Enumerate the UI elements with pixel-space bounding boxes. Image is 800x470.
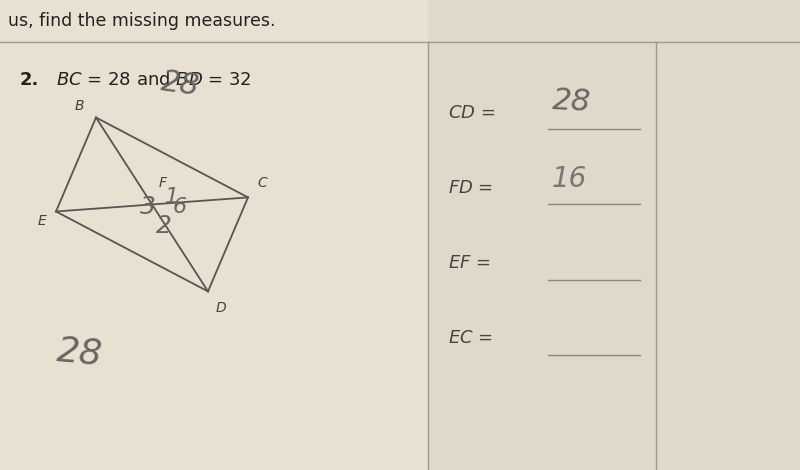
Text: $\mathit{EF}$ =: $\mathit{EF}$ =	[448, 254, 490, 272]
Polygon shape	[0, 0, 428, 470]
Text: 1: 1	[165, 188, 179, 207]
Text: $\mathit{EC}$ =: $\mathit{EC}$ =	[448, 329, 493, 347]
Text: 28: 28	[158, 68, 202, 102]
Text: C: C	[258, 176, 267, 190]
Text: D: D	[216, 301, 226, 315]
Text: 2: 2	[156, 213, 172, 238]
Text: 3: 3	[140, 195, 156, 219]
Text: 6: 6	[173, 197, 187, 217]
Text: $\mathit{BC}$ = 28 and $\mathit{BD}$ = 32: $\mathit{BC}$ = 28 and $\mathit{BD}$ = 3…	[56, 71, 251, 89]
Text: 28: 28	[56, 334, 104, 371]
Text: $\mathit{FD}$ =: $\mathit{FD}$ =	[448, 179, 493, 197]
Text: $\mathit{CD}$ =: $\mathit{CD}$ =	[448, 104, 495, 122]
Text: F: F	[158, 176, 166, 190]
Text: us, find the missing measures.: us, find the missing measures.	[8, 12, 275, 30]
Text: E: E	[38, 214, 46, 228]
Text: 16: 16	[552, 164, 587, 193]
Text: 2.: 2.	[20, 71, 39, 89]
Polygon shape	[428, 0, 800, 470]
Text: 28: 28	[552, 86, 592, 117]
Text: B: B	[74, 99, 84, 113]
